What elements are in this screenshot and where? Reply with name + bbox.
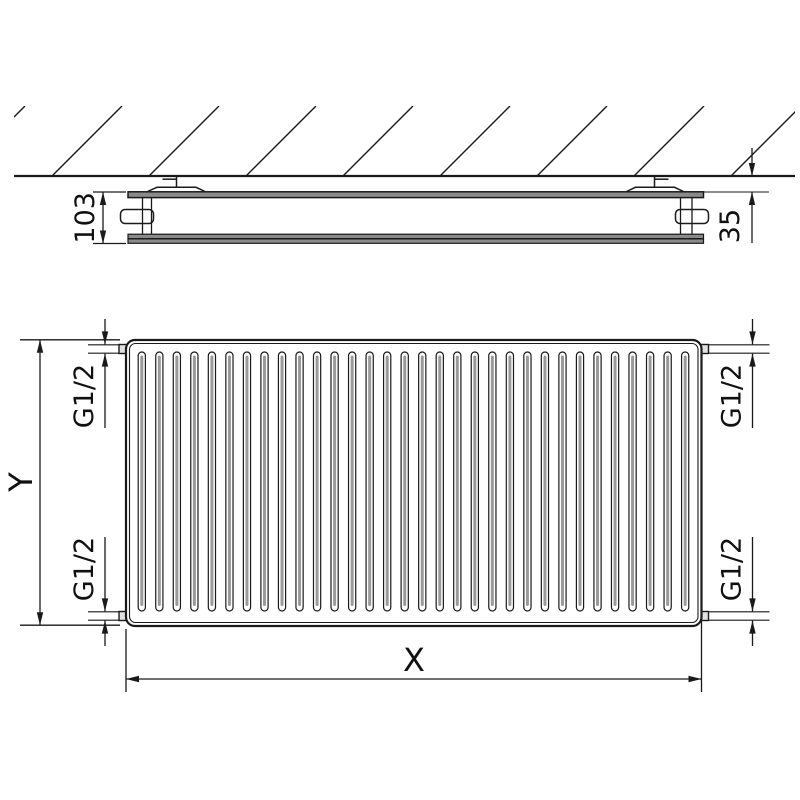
radiator-channel-core [192,355,196,606]
depth-dimension-label: 103 [70,192,101,244]
radiator-channel-core [596,355,600,606]
radiator-channel-core [315,355,319,606]
radiator-channel-core [157,355,161,606]
radiator-channel-core [490,355,494,606]
hatch-line [342,106,414,176]
hatch-line [536,106,608,176]
width-dimension-label: X [403,641,425,679]
radiator-channel-core [508,355,512,606]
wall-hatch-icon [14,106,795,176]
end-cap-lines [141,197,693,235]
hatch-line [633,106,705,176]
radiator-channel-core [175,355,179,606]
radiator-channel-core [473,355,477,606]
radiator-channel-core [613,355,617,606]
radiator-body [124,338,703,628]
wall-gap-dimension-label: 35 [715,209,746,243]
radiator-channel-core [350,355,354,606]
radiator-channel-core [560,355,564,606]
hatch-line [14,106,26,118]
radiator-channel-core [245,355,249,606]
radiator-channels [137,351,690,612]
front-view: G1/2 G1/2 G1/2 G1/2 Y X [2,319,770,692]
radiator-channel-core [543,355,547,606]
hatch-line [148,106,220,176]
mounting-bracket-left [147,176,206,193]
radiator-channel-core [210,355,214,606]
radiator-channel-core [455,355,459,606]
side-view: 103 35 [14,106,795,245]
radiator-channel-core [438,355,442,606]
wall-gap-dimension [703,148,769,243]
g12-label-bottom-right: G1/2 [717,537,748,601]
g12-label-top-left: G1/2 [69,364,100,428]
g12-label-top-right: G1/2 [717,364,748,428]
radiator-channel-core [403,355,407,606]
radiator-channel-core [298,355,302,606]
radiator-channel-core [140,355,144,606]
radiator-channel-core [385,355,389,606]
radiator-channel-core [333,355,337,606]
g12-label-bottom-left: G1/2 [69,537,100,601]
radiator-channel-core [683,355,687,606]
radiator-front-panel-outer [127,233,705,240]
radiator-channel-core [578,355,582,606]
radiator-channel-core [280,355,284,606]
hatch-line [51,106,123,176]
height-dimension [20,339,120,626]
height-dimension-label: Y [2,472,40,493]
radiator-body-inner-line [128,342,699,624]
radiator-front-panel-inner [127,238,705,244]
width-dimension [125,612,703,692]
radiator-channel-core [648,355,652,606]
depth-dimension [93,191,126,245]
radiator-channel-core [420,355,424,606]
g12-dimension-arrows [101,319,756,646]
hatch-line [245,106,317,176]
hatch-line [730,111,795,176]
radiator-channel-core [263,355,266,606]
radiator-back-panel [127,191,705,199]
radiator-channel-core [666,355,670,606]
mounting-bracket-right [626,176,684,193]
radiator-channel-core [227,355,231,606]
radiator-channel-core [631,355,635,606]
side-connection-left [119,208,155,225]
hatch-line [439,106,511,176]
radiator-channel-core [525,355,529,606]
radiator-channel-core [368,355,372,606]
